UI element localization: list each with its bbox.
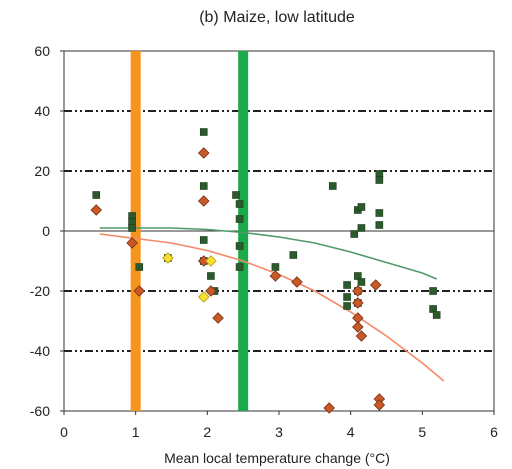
data-point-s2-7 xyxy=(205,285,217,297)
gridlines-group xyxy=(64,110,494,352)
data-point-s1-5 xyxy=(135,263,144,271)
x-axis-label: Mean local temperature change (°C) xyxy=(164,450,390,466)
y-tick-label-20: 20 xyxy=(34,163,50,179)
data-point-s1-29 xyxy=(357,203,366,211)
data-point-s3-1 xyxy=(162,252,174,264)
data-point-s1-31 xyxy=(357,278,366,286)
data-point-s1-15 xyxy=(235,215,244,223)
y-tick-label--20: -20 xyxy=(30,283,50,299)
x-tick-label-1: 1 xyxy=(132,424,140,440)
data-point-s1-20 xyxy=(328,182,337,190)
data-point-s2-2 xyxy=(126,237,138,249)
data-point-s2-4 xyxy=(197,147,210,159)
y-tick-label--40: -40 xyxy=(30,343,50,359)
data-point-s2-12 xyxy=(352,285,364,297)
y-tick-label-60: 60 xyxy=(34,43,50,59)
data-point-s1-9 xyxy=(199,236,208,244)
data-point-s2-8 xyxy=(212,312,224,324)
data-point-s1-30 xyxy=(357,224,366,232)
data-point-s1-11 xyxy=(207,272,215,280)
data-point-s2-16 xyxy=(355,330,368,342)
data-point-s1-17 xyxy=(235,263,244,271)
data-point-s1-23 xyxy=(343,302,351,310)
data-point-s1-22 xyxy=(343,293,351,301)
data-point-s1-18 xyxy=(271,263,280,271)
data-point-s1-14 xyxy=(235,200,244,208)
data-point-s1-7 xyxy=(199,128,208,136)
y-ticks-group: 60 40 20 0 -20 -40 -60 xyxy=(30,43,64,419)
chart-title: (b) Maize, low latitude xyxy=(199,9,355,26)
data-point-s1-4 xyxy=(128,224,136,232)
x-tick-label-0: 0 xyxy=(60,424,68,440)
data-point-s1-34 xyxy=(375,209,384,217)
data-point-s2-19 xyxy=(373,399,386,411)
y-tick-label--60: -60 xyxy=(30,403,50,419)
y-tick-label-40: 40 xyxy=(34,103,50,119)
x-tick-label-5: 5 xyxy=(418,424,426,440)
data-point-s1-33 xyxy=(375,176,384,184)
y-tick-label-0: 0 xyxy=(42,223,50,239)
data-point-s1-16 xyxy=(235,242,244,250)
data-point-s2-17 xyxy=(369,279,382,291)
data-point-s1-36 xyxy=(429,287,437,295)
data-point-s2-13 xyxy=(352,297,364,309)
data-point-s2-3 xyxy=(133,285,146,297)
data-point-s1-24 xyxy=(350,230,359,238)
fit-line-1 xyxy=(99,227,438,280)
data-point-s1-1 xyxy=(92,191,101,199)
x-tick-label-6: 6 xyxy=(490,424,498,440)
data-point-s3-3 xyxy=(205,255,217,267)
data-point-s2-1 xyxy=(90,204,103,216)
x-tick-label-4: 4 xyxy=(347,424,355,440)
data-point-s1-35 xyxy=(375,221,384,229)
data-point-s2-11 xyxy=(323,402,335,414)
data-point-s2-9 xyxy=(269,270,282,282)
x-ticks-group: 0 1 2 3 4 5 6 xyxy=(60,411,498,440)
data-point-s1-8 xyxy=(199,182,208,190)
data-point-s1-38 xyxy=(432,311,441,319)
data-point-s1-19 xyxy=(289,251,298,259)
points-group xyxy=(90,128,441,414)
x-tick-label-2: 2 xyxy=(203,424,211,440)
vertical-band-2 xyxy=(238,51,249,411)
data-point-s2-5 xyxy=(197,195,210,207)
data-point-s2-15 xyxy=(352,321,364,333)
data-point-s3-2 xyxy=(197,291,210,303)
data-point-s1-13 xyxy=(232,191,240,199)
data-point-s1-21 xyxy=(343,281,351,289)
x-tick-label-3: 3 xyxy=(275,424,283,440)
data-point-s2-10 xyxy=(291,276,303,288)
